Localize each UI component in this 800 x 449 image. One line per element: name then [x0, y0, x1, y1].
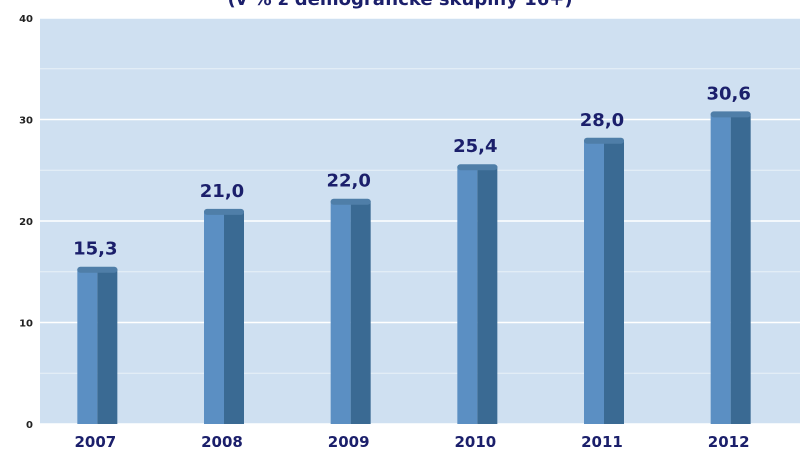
bar-cap: [204, 208, 244, 215]
bar-2008: [204, 208, 244, 424]
bar-cap: [710, 111, 751, 118]
bar-face-dark: [224, 210, 244, 424]
bar-2007: [77, 266, 118, 424]
bar-face-light: [330, 200, 351, 424]
bar-cap: [330, 198, 371, 205]
bar-face-light: [710, 113, 731, 424]
bar-face-light: [204, 210, 224, 424]
bar-face-dark: [604, 139, 624, 425]
x-tick-label: 2010: [454, 433, 496, 449]
x-tick-label: 2007: [74, 433, 116, 449]
y-tick-label: 10: [19, 319, 33, 330]
bar-2012: [710, 111, 751, 424]
x-axis: 2007 2008 2009 2010 2011 2012: [74, 433, 749, 449]
y-tick-label: 40: [19, 14, 33, 25]
data-label: 15,3: [73, 239, 117, 260]
data-label: 22,0: [326, 171, 370, 192]
bar-face-dark: [730, 113, 751, 424]
data-label: 30,6: [706, 83, 750, 104]
gridlines: [40, 17, 800, 425]
x-tick-label: 2008: [201, 433, 243, 449]
x-tick-label: 2012: [708, 433, 750, 449]
bar-2009: [330, 198, 371, 424]
x-tick-label: 2011: [581, 433, 623, 449]
bar-cap: [457, 164, 498, 171]
bars: [77, 111, 751, 425]
bar-cap: [77, 266, 118, 273]
bar-2010: [457, 164, 498, 424]
x-tick-label: 2009: [328, 433, 370, 449]
bar-face-dark: [97, 268, 118, 424]
bar-face-dark: [477, 166, 498, 424]
bar-face-dark: [350, 200, 371, 424]
bar-2011: [584, 137, 624, 425]
y-axis: 0 10 20 30 40: [19, 14, 33, 431]
bar-face-light: [584, 139, 604, 425]
chart-title: (v % z demografické skupiny 16+): [227, 0, 572, 10]
bar-face-light: [457, 166, 478, 424]
y-tick-label: 30: [19, 116, 33, 127]
bar-face-light: [77, 268, 98, 424]
data-label: 28,0: [580, 110, 624, 131]
data-label: 21,0: [200, 181, 244, 202]
y-tick-label: 20: [19, 217, 33, 228]
data-labels: 15,3 21,0 22,0 25,4 28,0 30,6: [73, 83, 751, 259]
data-label: 25,4: [453, 136, 497, 157]
bar-cap: [584, 137, 624, 144]
y-tick-label: 0: [26, 420, 33, 431]
